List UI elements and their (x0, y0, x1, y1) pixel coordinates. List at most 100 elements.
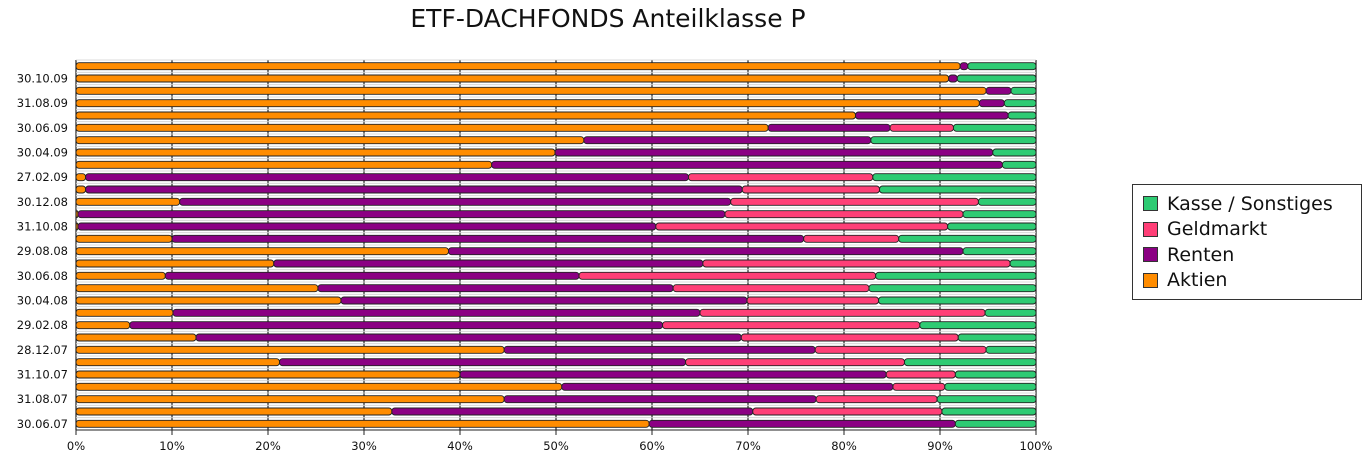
bar-segment-aktien (75, 148, 556, 157)
bar-segment-renten (171, 234, 805, 243)
bar-segment-geldmarkt (752, 407, 943, 416)
bar-segment-kasse-sonstiges (944, 382, 1037, 391)
bar-segment-geldmarkt (892, 382, 946, 391)
legend-swatch-kasse (1143, 196, 1158, 212)
bar-segment-kasse-sonstiges (1010, 86, 1037, 95)
bar-segment-renten (164, 271, 580, 280)
bar-segment-aktien (75, 247, 449, 256)
bar-segment-kasse-sonstiges (868, 284, 1037, 293)
x-tick-label: 90% (927, 439, 953, 453)
bar-segment-aktien (75, 136, 585, 145)
bar-segment-renten (391, 407, 754, 416)
bar-segment-renten (85, 185, 743, 194)
bar-segment-geldmarkt (688, 173, 874, 182)
bar-segment-renten (195, 333, 742, 342)
x-tick-label: 40% (447, 439, 473, 453)
y-tick-label: 30.10.09 (17, 72, 68, 86)
bar-segment-kasse-sonstiges (875, 271, 1037, 280)
bar-segment-kasse-sonstiges (977, 197, 1037, 206)
y-tick-label: 27.02.09 (17, 170, 68, 184)
bar-segment-kasse-sonstiges (956, 74, 1037, 83)
x-tick-label: 50% (543, 439, 569, 453)
bar-segment-aktien (75, 111, 856, 120)
y-tick-label: 31.10.07 (17, 368, 68, 382)
bar-segment-renten (279, 358, 687, 367)
y-tick-label: 29.02.08 (17, 318, 68, 332)
chart-legend: Kasse / Sonstiges Geldmarkt Renten Aktie… (1132, 184, 1362, 300)
bar-segment-renten (978, 99, 1005, 108)
bar-segment-aktien (75, 321, 131, 330)
bar-segment-geldmarkt (740, 333, 959, 342)
bar-segment-aktien (75, 123, 769, 132)
bar-segment-aktien (75, 296, 342, 305)
bar-segment-aktien (75, 160, 493, 169)
bar-segment-kasse-sonstiges (947, 222, 1037, 231)
bar-segment-geldmarkt (814, 345, 987, 354)
bar-segment-aktien (75, 271, 166, 280)
bar-segment-renten (448, 247, 964, 256)
bar-segment-kasse-sonstiges (919, 321, 1037, 330)
bar-segment-aktien (75, 407, 393, 416)
y-tick-label: 30.04.08 (17, 294, 68, 308)
bar-segment-kasse-sonstiges (962, 210, 1037, 219)
bar-segment-aktien (75, 358, 280, 367)
y-tick-label: 30.06.08 (17, 269, 68, 283)
bar-segment-kasse-sonstiges (878, 296, 1037, 305)
bar-segment-renten (648, 419, 956, 428)
y-tick-label: 30.12.08 (17, 195, 68, 209)
bar-segment-kasse-sonstiges (898, 234, 1037, 243)
bar-segment-kasse-sonstiges (957, 333, 1037, 342)
y-tick-label: 29.08.08 (17, 244, 68, 258)
bar-segment-kasse-sonstiges (904, 358, 1037, 367)
legend-label-aktien: Aktien (1167, 269, 1228, 292)
bar-segment-aktien (75, 234, 173, 243)
bar-segment-geldmarkt (724, 210, 964, 219)
bar-segment-aktien (75, 308, 174, 317)
bar-segment-kasse-sonstiges (1003, 99, 1037, 108)
bar-segment-kasse-sonstiges (941, 407, 1037, 416)
bar-segment-geldmarkt (885, 370, 956, 379)
legend-item-kasse: Kasse / Sonstiges (1133, 191, 1361, 217)
bar-segment-kasse-sonstiges (1009, 259, 1037, 268)
x-tick-label: 30% (351, 439, 377, 453)
bar-segment-geldmarkt (741, 185, 880, 194)
bar-segment-renten (767, 123, 891, 132)
bar-segment-kasse-sonstiges (1007, 111, 1037, 120)
y-tick-label: 31.10.08 (17, 220, 68, 234)
y-tick-label: 30.06.07 (17, 417, 68, 431)
legend-item-renten: Renten (1133, 242, 1361, 268)
bar-segment-renten (340, 296, 748, 305)
chart-title: ETF-DACHFONDS Anteilklasse P (410, 4, 806, 33)
y-tick-label: 30.04.09 (17, 146, 68, 160)
bar-segment-aktien (75, 62, 961, 71)
bar-segment-aktien (75, 419, 650, 428)
bar-segment-aktien (75, 284, 319, 293)
bar-segment-renten (583, 136, 872, 145)
bar-segment-renten (77, 210, 726, 219)
legend-item-aktien: Aktien (1133, 268, 1361, 294)
bar-segment-kasse-sonstiges (954, 370, 1037, 379)
bar-segment-renten (317, 284, 674, 293)
bar-segment-kasse-sonstiges (872, 173, 1037, 182)
bar-segment-kasse-sonstiges (954, 419, 1037, 428)
bar-segment-kasse-sonstiges (992, 148, 1037, 157)
bar-segment-aktien (75, 99, 980, 108)
bar-segment-renten (273, 259, 704, 268)
legend-item-geldmarkt: Geldmarkt (1133, 217, 1361, 243)
bar-segment-renten (561, 382, 894, 391)
bar-segment-aktien (75, 395, 505, 404)
bar-segment-kasse-sonstiges (870, 136, 1037, 145)
bar-segment-geldmarkt (662, 321, 921, 330)
bar-segment-kasse-sonstiges (879, 185, 1037, 194)
x-tick-label: 0% (67, 439, 85, 453)
bar-segment-renten (179, 197, 732, 206)
bar-segment-kasse-sonstiges (1001, 160, 1037, 169)
legend-swatch-geldmarkt (1143, 221, 1158, 237)
bar-segment-renten (459, 370, 887, 379)
bar-segment-renten (491, 160, 1003, 169)
y-tick-label: 31.08.07 (17, 392, 68, 406)
bar-segment-aktien (75, 197, 181, 206)
x-tick-label: 20% (255, 439, 281, 453)
bar-segment-renten (85, 173, 689, 182)
bar-segment-aktien (75, 259, 275, 268)
